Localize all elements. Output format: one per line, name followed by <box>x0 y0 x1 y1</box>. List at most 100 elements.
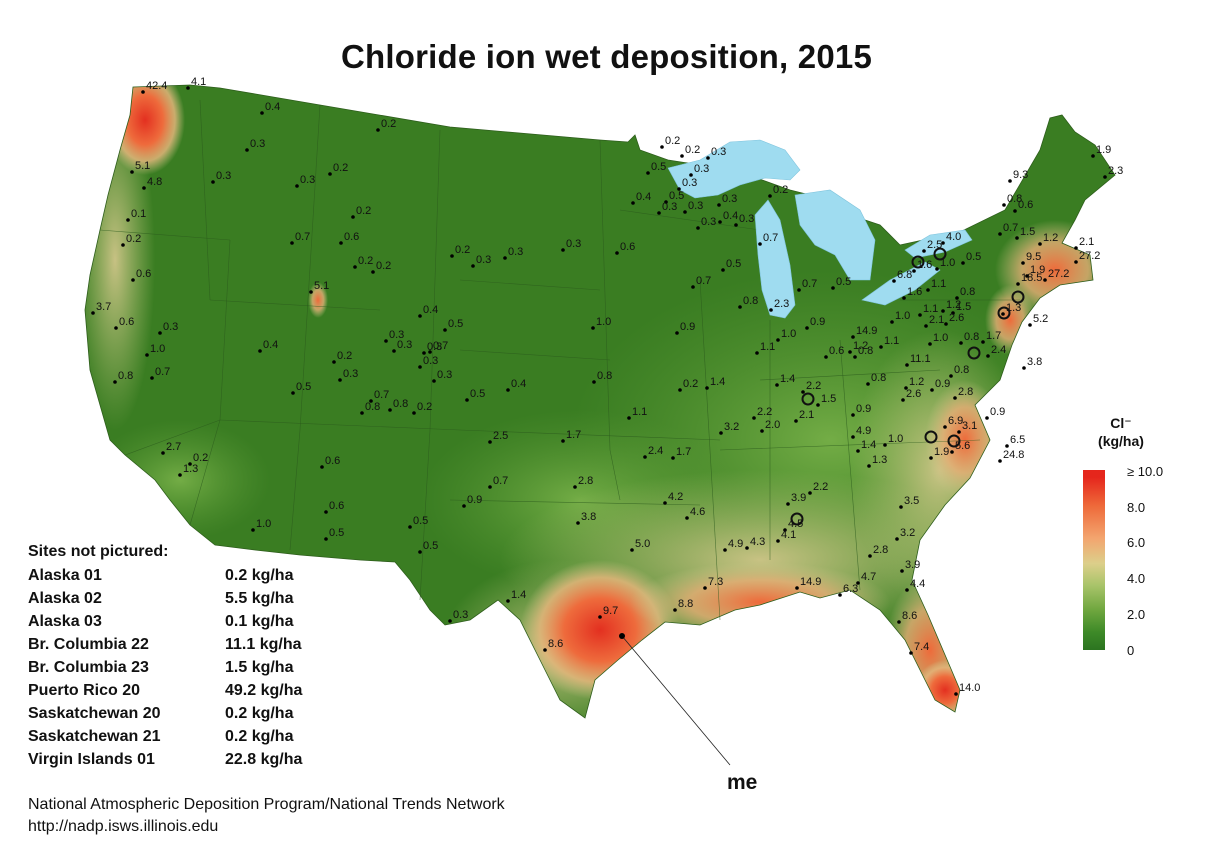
site-marker <box>369 399 373 403</box>
site-value-label: 0.5 <box>651 161 666 173</box>
site-value-label: 0.9 <box>810 316 825 328</box>
site-marker <box>801 390 805 394</box>
site-marker <box>561 439 565 443</box>
site-value-label: 0.3 <box>427 341 442 353</box>
site-marker <box>721 268 725 272</box>
site-value-label: 0.7 <box>696 275 711 287</box>
site-marker <box>339 241 343 245</box>
site-marker <box>422 351 426 355</box>
site-marker <box>981 340 985 344</box>
site-value-label: 0.4 <box>263 339 278 351</box>
site-value-label: 2.1 <box>799 409 814 421</box>
legend-tick: 0 <box>1127 643 1135 658</box>
site-value-label: 0.8 <box>960 286 975 298</box>
site-value-label: 0.5 <box>448 318 463 330</box>
site-value-label: 3.2 <box>724 421 739 433</box>
site-marker <box>703 586 707 590</box>
site-value-label: 4.4 <box>910 578 925 590</box>
site-value-label: 0.3 <box>722 193 737 205</box>
site-marker <box>1022 366 1026 370</box>
site-value-label: 0.3 <box>343 368 358 380</box>
site-value-label: 5.2 <box>1033 313 1048 325</box>
site-value-label: 6.8 <box>897 269 912 281</box>
site-value-label: 0.4 <box>511 378 526 390</box>
site-value-label: 0.2 <box>337 350 352 362</box>
site-value-label: 1.1 <box>923 303 938 315</box>
site-marker <box>142 186 146 190</box>
site-value-label: 2.8 <box>873 544 888 556</box>
site-ring-marker <box>924 430 938 444</box>
site-value-label: 3.8 <box>581 511 596 523</box>
site-marker <box>941 241 945 245</box>
site-marker <box>851 413 855 417</box>
lake-erie <box>861 261 941 306</box>
site-value-label: 3.2 <box>900 527 915 539</box>
site-marker <box>432 379 436 383</box>
site-marker <box>627 416 631 420</box>
site-value-label: 0.5 <box>296 381 311 393</box>
site-marker <box>953 396 957 400</box>
site-marker <box>448 619 452 623</box>
site-value-label: 1.9 <box>934 446 949 458</box>
site-marker <box>901 398 905 402</box>
site-marker <box>418 550 422 554</box>
site-ring-marker <box>790 512 804 526</box>
site-value-label: 5.1 <box>314 280 329 292</box>
site-value-label: 1.3 <box>1006 302 1021 314</box>
site-marker <box>141 90 145 94</box>
site-marker <box>353 265 357 269</box>
site-value-label: 4.3 <box>750 536 765 548</box>
site-marker <box>680 154 684 158</box>
site-marker <box>738 305 742 309</box>
site-value-label: 7.3 <box>708 576 723 588</box>
site-value-label: 1.7 <box>986 330 1001 342</box>
site-marker <box>769 308 773 312</box>
site-value-label: 1.3 <box>183 463 198 475</box>
site-marker <box>909 651 913 655</box>
site-value-label: 1.1 <box>760 341 775 353</box>
table-row: Br. Columbia 22 11.1 kg/ha <box>28 633 335 656</box>
site-marker <box>376 128 380 132</box>
site-value-label: 0.3 <box>694 163 709 175</box>
site-value-label: 0.7 <box>295 231 310 243</box>
site-marker <box>1001 312 1005 316</box>
site-marker <box>950 450 954 454</box>
site-marker <box>408 525 412 529</box>
site-marker <box>866 382 870 386</box>
site-value-label: 0.7 <box>433 340 448 352</box>
site-value-label: 2.2 <box>813 481 828 493</box>
site-marker <box>723 548 727 552</box>
site-marker <box>324 537 328 541</box>
site-marker <box>643 455 647 459</box>
site-value-label: 1.9 <box>1030 264 1045 276</box>
site-value-label: 4.8 <box>147 176 162 188</box>
site-value-label: 42.4 <box>146 80 167 92</box>
me-marker <box>619 633 625 639</box>
site-value-label: 0.8 <box>743 295 758 307</box>
legend-tick: ≥ 10.0 <box>1127 464 1164 479</box>
table-row: Saskatchewan 21 0.2 kg/ha <box>28 725 335 748</box>
site-value-label: 2.2 <box>806 380 821 392</box>
site-marker <box>955 296 959 300</box>
site-marker <box>689 173 693 177</box>
site-value-label: 0.8 <box>365 401 380 413</box>
site-value-label: 1.0 <box>256 518 271 530</box>
site-marker <box>998 459 1002 463</box>
site-marker <box>986 354 990 358</box>
site-marker <box>745 546 749 550</box>
site-marker <box>1091 154 1095 158</box>
site-value-label: 4.1 <box>191 76 206 88</box>
site-value-label: 1.0 <box>933 332 948 344</box>
site-value-label: 0.5 <box>726 258 741 270</box>
site-marker <box>683 210 687 214</box>
site-marker <box>1015 236 1019 240</box>
site-name: Virgin Islands 01 <box>28 751 155 768</box>
great-lakes <box>667 139 973 319</box>
site-value-label: 1.4 <box>861 439 876 451</box>
site-marker <box>371 270 375 274</box>
site-value-label: 1.6 <box>917 259 932 271</box>
site-marker <box>677 187 681 191</box>
site-value-label: 0.3 <box>688 200 703 212</box>
site-value-label: 0.2 <box>665 135 680 147</box>
site-marker <box>760 429 764 433</box>
